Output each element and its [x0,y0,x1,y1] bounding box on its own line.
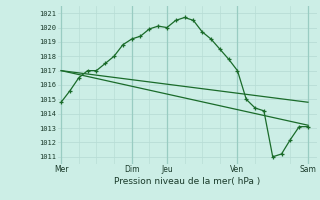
X-axis label: Pression niveau de la mer( hPa ): Pression niveau de la mer( hPa ) [114,177,260,186]
